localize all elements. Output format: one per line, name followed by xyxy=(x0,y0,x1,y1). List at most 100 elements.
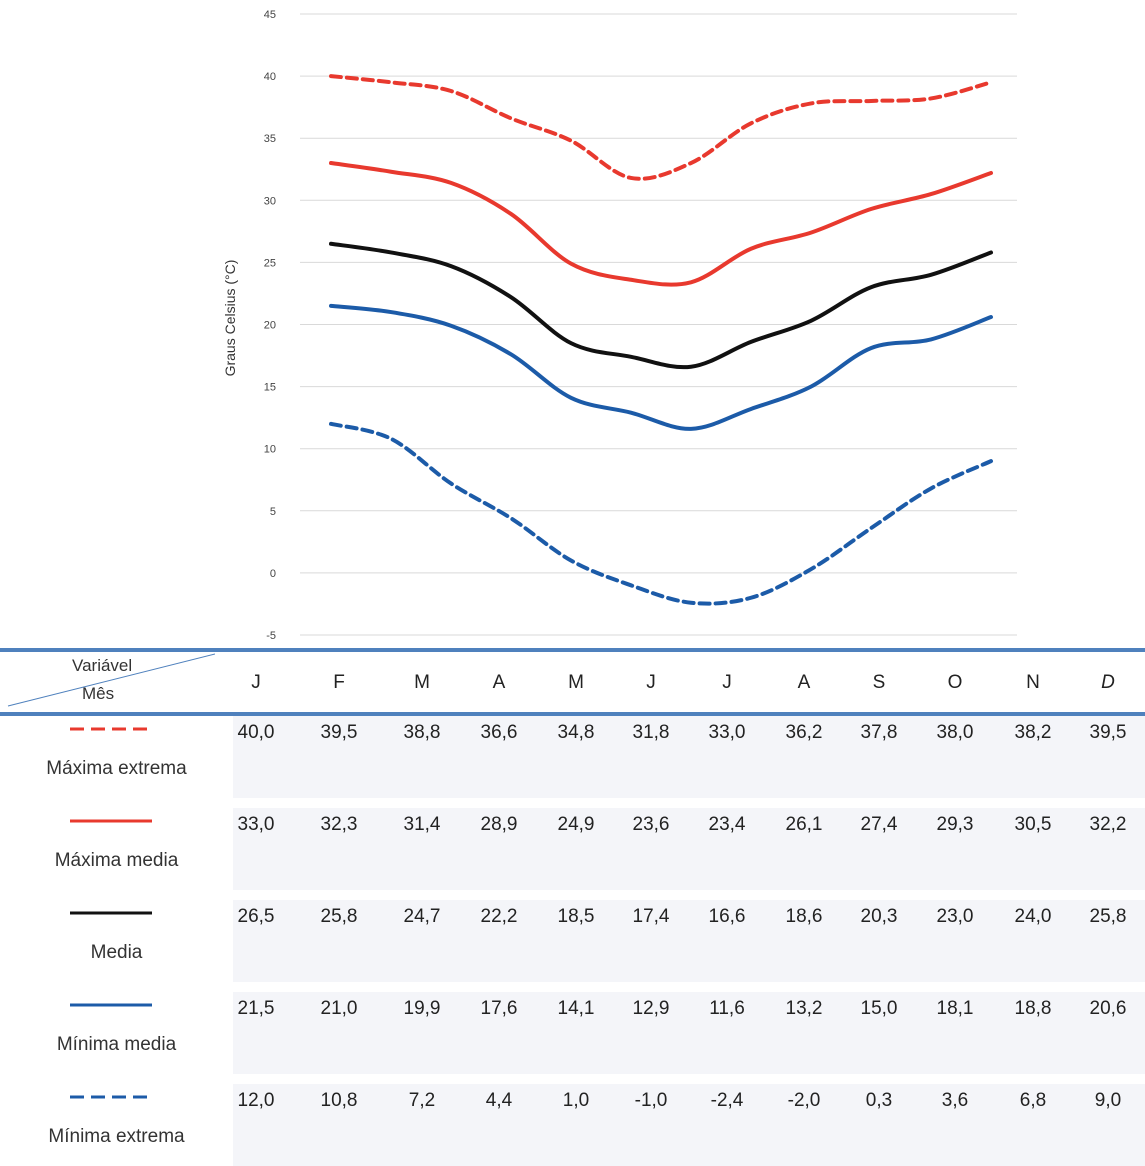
table-cell: 24,0 xyxy=(1014,906,1052,927)
table-cell: 33,0 xyxy=(237,814,275,835)
table-cell: 20,3 xyxy=(860,906,898,927)
table-cell: 6,8 xyxy=(1019,1090,1047,1111)
legend-label: Media xyxy=(90,942,143,963)
legend-cell: Mínima extrema xyxy=(0,1084,233,1166)
table-cell: 29,3 xyxy=(936,814,974,835)
legend-label: Máxima extrema xyxy=(46,758,187,779)
y-tick-label: 10 xyxy=(264,444,276,456)
table-cell: 38,8 xyxy=(403,722,441,743)
header-month-cell: J xyxy=(722,672,732,693)
table-cell: 27,4 xyxy=(860,814,898,835)
header-month-cell: S xyxy=(872,672,886,693)
table-cell: 18,6 xyxy=(785,906,823,927)
table-cell: 37,8 xyxy=(860,722,898,743)
y-tick-label: 5 xyxy=(270,506,276,518)
header-month-cell: M xyxy=(568,672,584,693)
y-tick-label: 35 xyxy=(264,133,276,145)
table-cell: 36,6 xyxy=(480,722,518,743)
row-shade xyxy=(233,716,1145,798)
series-line-1 xyxy=(329,161,993,287)
table-cell: -2,0 xyxy=(787,1090,821,1111)
table-cell: 25,8 xyxy=(1089,906,1127,927)
row-shade xyxy=(233,808,1145,890)
legend-swatch xyxy=(70,1095,152,1099)
header-month-cell: M xyxy=(414,672,430,693)
table-row: Mínima extrema 12,0 10,8 7,2 4,4 1,0 -1,0 -2,4 -… xyxy=(0,1084,1145,1166)
table-cell: 18,8 xyxy=(1014,998,1052,1019)
table-cell: 15,0 xyxy=(860,998,898,1019)
table-cell: 1,0 xyxy=(562,1090,590,1111)
table-cell: 3,6 xyxy=(941,1090,969,1111)
legend-label: Máxima media xyxy=(54,850,179,871)
row-shade xyxy=(233,900,1145,982)
header-variable-label: Variável xyxy=(72,656,133,675)
table-cell: -2,4 xyxy=(710,1090,744,1111)
table-cell: 13,2 xyxy=(785,998,823,1019)
table-cell: 40,0 xyxy=(237,722,275,743)
table-cell: 12,9 xyxy=(632,998,670,1019)
y-tick-label: 40 xyxy=(264,71,276,83)
y-axis-label: Graus Celsius (°C) xyxy=(222,260,238,377)
header-month-cell: O xyxy=(947,672,963,693)
header-month-cell: F xyxy=(333,672,345,693)
table-cell: 19,9 xyxy=(403,998,441,1019)
table-cell: 4,4 xyxy=(485,1090,513,1111)
table-cell: 22,2 xyxy=(480,906,518,927)
chart-area: 45 40 35 30 25 20 15 10 5 0 -5 Graus Celsius (°C) xyxy=(222,9,1017,642)
table-cell: 39,5 xyxy=(320,722,358,743)
table-cell: 39,5 xyxy=(1089,722,1127,743)
row-shade xyxy=(233,1084,1145,1166)
table-cell: 36,2 xyxy=(785,722,823,743)
table-cell: -1,0 xyxy=(634,1090,668,1111)
table-cell: 23,0 xyxy=(936,906,974,927)
header-month-cell: A xyxy=(797,672,811,693)
table-cell: 38,2 xyxy=(1014,722,1052,743)
table-cell: 18,5 xyxy=(557,906,595,927)
table-cell: 12,0 xyxy=(237,1090,275,1111)
y-tick-label: -5 xyxy=(266,630,276,642)
table-cell: 23,4 xyxy=(708,814,746,835)
y-tick-label: 20 xyxy=(264,320,276,332)
legend-swatch xyxy=(70,1003,152,1007)
table-cell: 28,9 xyxy=(480,814,518,835)
table-cell: 20,6 xyxy=(1089,998,1127,1019)
table-row: Máxima extrema 40,0 39,5 38,8 36,6 34,8 31,8 33… xyxy=(0,716,1145,798)
y-tick-label: 25 xyxy=(264,257,276,269)
legend-cell: Máxima media xyxy=(0,808,233,890)
table-row: Media 26,5 25,8 24,7 22,2 18,5 17,4 16,6 18,6 20,… xyxy=(0,900,1145,982)
legend-label: Mínima extrema xyxy=(48,1126,185,1147)
table-cell: 33,0 xyxy=(708,722,746,743)
table-cell: 30,5 xyxy=(1014,814,1052,835)
table-cell: 17,4 xyxy=(632,906,670,927)
legend-cell: Máxima extrema xyxy=(0,716,233,798)
legend-swatch xyxy=(70,911,152,915)
header-diagonal-divider xyxy=(7,653,215,707)
series-line-3 xyxy=(329,303,993,431)
data-table: Variável Mês J F M A M J J A S O N D Máxima extrema… xyxy=(0,648,1145,1166)
table-cell: 21,0 xyxy=(320,998,358,1019)
table-cell: 34,8 xyxy=(557,722,595,743)
y-tick-label: 0 xyxy=(270,568,276,580)
table-cell: 38,0 xyxy=(936,722,974,743)
table-cell: 24,9 xyxy=(557,814,595,835)
y-tick-label: 15 xyxy=(264,382,276,394)
table-cell: 25,8 xyxy=(320,906,358,927)
table-cell: 24,7 xyxy=(403,906,441,927)
table-cell: 32,3 xyxy=(320,814,358,835)
table-row: Máxima media 33,0 32,3 31,4 28,9 24,9 23,6 23,4… xyxy=(0,808,1145,890)
table-cell: 18,1 xyxy=(936,998,974,1019)
series-line-0 xyxy=(329,74,993,181)
header-month-cell: N xyxy=(1026,672,1040,693)
line-chart: 45 40 35 30 25 20 15 10 5 0 -5 Graus Celsius (°C) xyxy=(222,9,1017,642)
header-month-label: Mês xyxy=(82,684,115,703)
row-shade xyxy=(233,992,1145,1074)
legend-swatch xyxy=(70,727,152,731)
table-cell: 0,3 xyxy=(865,1090,893,1111)
table-cell: 31,4 xyxy=(403,814,441,835)
table-cell: 26,5 xyxy=(237,906,275,927)
y-tick-label: 45 xyxy=(264,9,276,21)
table-cell: 17,6 xyxy=(480,998,518,1019)
table-row: Mínima media 21,5 21,0 19,9 17,6 14,1 12,9 11,6… xyxy=(0,992,1145,1074)
table-cell: 31,8 xyxy=(632,722,670,743)
header-month-cell: J xyxy=(646,672,656,693)
